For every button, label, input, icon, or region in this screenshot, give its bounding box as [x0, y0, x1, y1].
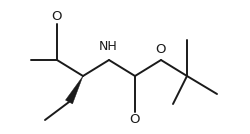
Text: O: O — [156, 43, 166, 56]
Polygon shape — [66, 76, 83, 104]
Text: O: O — [130, 113, 140, 126]
Text: NH: NH — [99, 40, 118, 53]
Text: O: O — [52, 10, 62, 23]
